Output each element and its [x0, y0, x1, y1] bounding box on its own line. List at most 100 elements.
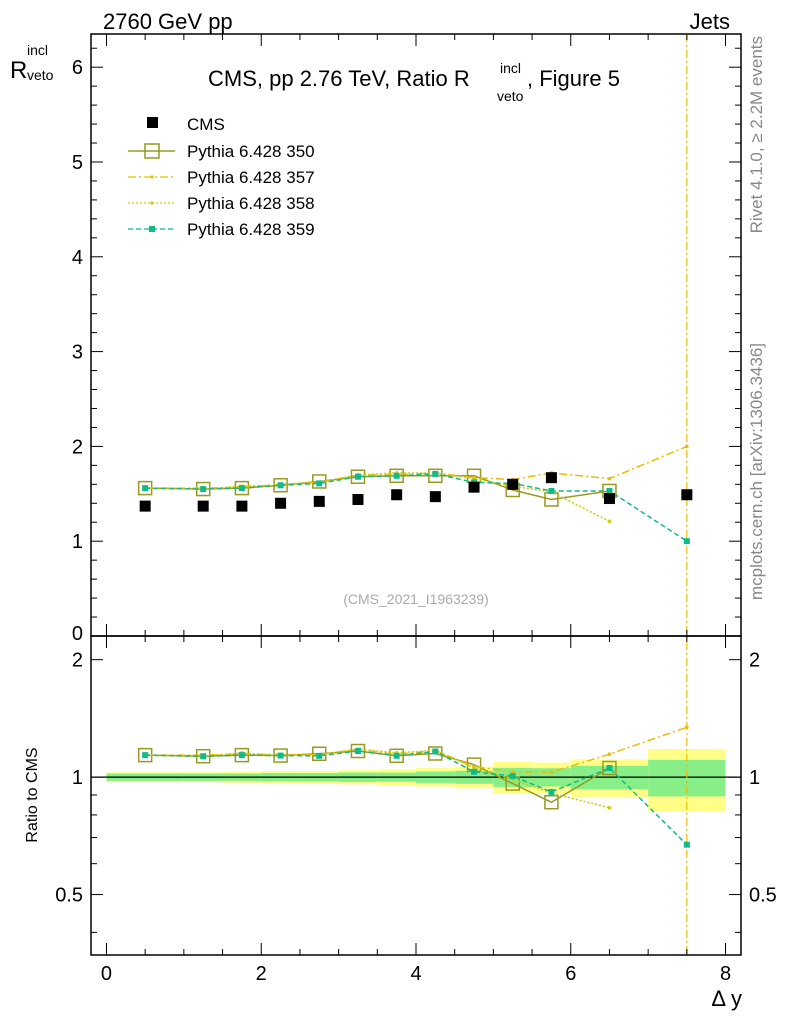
- analysis-id-watermark: (CMS_2021_I1963239): [343, 591, 489, 607]
- series-marker-357: [685, 725, 689, 730]
- x-tick-label: 6: [565, 963, 576, 985]
- series-marker-359: [548, 788, 555, 795]
- chart-title: CMS, pp 2.76 TeV, Ratio R incl veto , Fi…: [208, 60, 620, 104]
- legend-label-358: Pythia 6.428 358: [187, 194, 315, 213]
- series-marker-359: [354, 748, 361, 755]
- cms-data-point: [352, 493, 364, 505]
- legend-marker-359: [149, 226, 155, 232]
- energy-label: 2760 GeV pp: [103, 9, 233, 34]
- main-panel-series: [137, 444, 693, 545]
- legend-marker-350: [144, 143, 160, 159]
- series-marker-350: [428, 746, 443, 761]
- series-marker-359: [238, 485, 245, 492]
- series-line-358: [145, 748, 610, 809]
- series-marker-359: [277, 482, 284, 489]
- legend-label-357: Pythia 6.428 357: [187, 168, 315, 187]
- y-axis-title-sup: incl: [27, 42, 48, 58]
- series-marker-350: [602, 760, 617, 776]
- ratio-tick-label-left: 1: [72, 767, 83, 789]
- series-marker-358: [607, 805, 612, 810]
- series-marker-359: [316, 752, 323, 759]
- chart-title-sup: incl: [500, 60, 521, 76]
- series-line-358: [145, 472, 610, 522]
- ratio-tick-label-right: 1: [749, 767, 760, 789]
- series-marker-359: [316, 480, 323, 487]
- series-marker-357: [607, 752, 612, 757]
- chart-title-sub: veto: [497, 88, 524, 104]
- cms-data-point: [681, 489, 693, 501]
- ratio-tick-label-right: 2: [749, 650, 760, 672]
- legend-marker-cms: [147, 117, 158, 128]
- process-label: Jets: [690, 9, 730, 34]
- series-marker-359: [142, 752, 149, 759]
- y-tick-label: 3: [72, 342, 83, 364]
- chart-title-main: CMS, pp 2.76 TeV, Ratio R: [208, 66, 470, 91]
- ratio-axis-title: Ratio to CMS: [24, 747, 41, 842]
- cms-data-point: [197, 500, 209, 512]
- series-marker-359: [683, 538, 690, 545]
- chart-title-tail: , Figure 5: [527, 66, 620, 91]
- series-marker-358: [472, 765, 476, 770]
- ratio-uncertainty-bands: [106, 748, 726, 811]
- cms-data-point: [391, 489, 403, 501]
- series-marker-358: [607, 519, 612, 524]
- cms-data-point: [236, 500, 248, 512]
- series-marker-359: [606, 765, 613, 772]
- series-marker-350: [544, 794, 559, 810]
- legend-marker-358: [150, 201, 154, 205]
- series-marker-359: [393, 752, 400, 759]
- legend-label-350: Pythia 6.428 350: [187, 142, 315, 161]
- series-marker-359: [142, 485, 149, 492]
- y-tick-label: 6: [72, 57, 83, 79]
- series-marker-359: [509, 773, 516, 780]
- cms-data-point: [139, 500, 151, 512]
- legend-marker-357: [150, 175, 154, 179]
- legend: CMS Pythia 6.428 350 Pythia 6.428 357 Py…: [128, 115, 315, 239]
- series-marker-359: [238, 752, 245, 759]
- legend-label-359: Pythia 6.428 359: [187, 220, 315, 239]
- legend-label-cms: CMS: [187, 115, 225, 134]
- y-tick-label: 5: [72, 152, 83, 174]
- cms-data-point: [603, 493, 615, 505]
- series-marker-359: [432, 470, 439, 477]
- series-marker-357: [510, 770, 515, 774]
- cms-data-point: [468, 481, 480, 493]
- y-tick-label: 1: [72, 531, 83, 553]
- rivet-label: Rivet 4.1.0, ≥ 2.2M events: [747, 36, 766, 233]
- y-axis-title: R incl veto: [10, 42, 54, 84]
- x-tick-label: 8: [720, 963, 731, 985]
- series-marker-359: [354, 473, 361, 480]
- series-marker-350: [350, 743, 366, 759]
- series-marker-359: [606, 487, 613, 494]
- x-axis-title: Δ y: [711, 986, 742, 1011]
- x-tick-label: 4: [410, 963, 421, 985]
- series-marker-359: [471, 768, 478, 775]
- y-tick-label: 4: [72, 247, 83, 269]
- ratio-tick-label-right: 0.5: [749, 885, 777, 907]
- cms-data-point: [313, 495, 325, 507]
- series-marker-357: [607, 476, 612, 481]
- series-marker-359: [393, 472, 400, 479]
- cms-data-point: [429, 491, 441, 503]
- y-axis-title-sub: veto: [27, 67, 54, 83]
- x-tick-label: 2: [256, 963, 267, 985]
- series-marker-359: [548, 487, 555, 494]
- y-axis-title-main: R: [10, 57, 27, 84]
- series-line-357: [145, 445, 688, 489]
- axis-ticks: 0 2 4 6 8 1 2 3 4 5 6 0 0.5 0.5 1 1 2 2: [55, 34, 777, 985]
- y-tick-label: 2: [72, 436, 83, 458]
- series-marker-359: [277, 752, 284, 759]
- cms-data-point: [545, 472, 557, 484]
- series-marker-357: [549, 770, 554, 774]
- mcplots-label: mcplots.cern.ch [arXiv:1306.3436]: [747, 343, 766, 600]
- ratio-panel-series: [137, 725, 690, 848]
- cms-data-point: [507, 478, 519, 490]
- y-tick-label-zero: 0: [72, 623, 83, 645]
- ratio-tick-label-left: 0.5: [55, 885, 83, 907]
- ratio-tick-label-left: 2: [72, 650, 83, 672]
- series-marker-359: [432, 748, 439, 755]
- series-marker-359: [200, 753, 207, 760]
- series-marker-359: [683, 841, 690, 848]
- cms-data-point: [275, 497, 287, 509]
